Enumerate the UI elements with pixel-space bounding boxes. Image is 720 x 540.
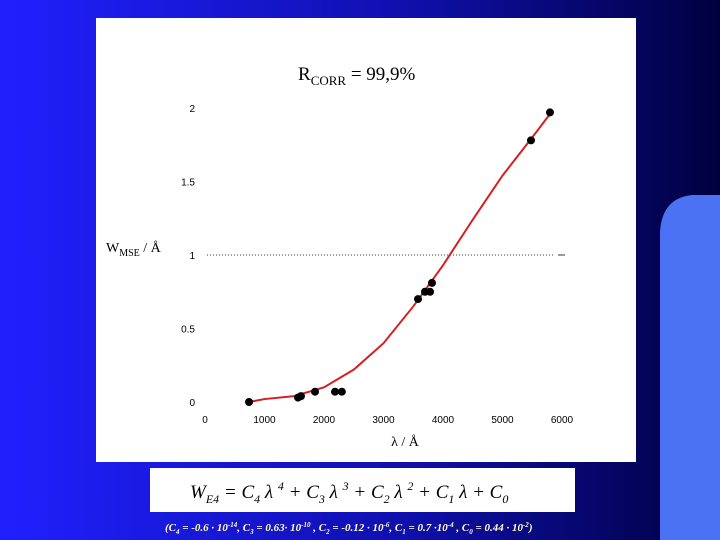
text-part: = C — [219, 482, 254, 503]
text-part: = -0.6 · 10 — [180, 522, 229, 534]
x-tick-label: 0 — [202, 415, 208, 426]
title-sub: CORR — [311, 73, 347, 88]
script-part: -10 — [301, 521, 311, 529]
x-tick-label: 6000 — [551, 415, 574, 426]
data-point — [337, 387, 346, 396]
script-part: -6 — [384, 521, 390, 529]
label-part: W — [106, 241, 120, 256]
data-point — [245, 398, 254, 406]
text-part: = 0.7 ·10 — [406, 522, 449, 534]
data-point — [414, 295, 423, 304]
script-part: 0 — [469, 528, 473, 536]
script-part: 3 — [342, 479, 349, 493]
data-point — [527, 136, 536, 145]
script-part: 3 — [318, 492, 325, 506]
y-axis-label: WMSE / Å — [106, 240, 162, 259]
script-part: -2 — [523, 521, 529, 529]
script-part: 0 — [502, 492, 508, 506]
x-tick-label: 2000 — [313, 415, 336, 426]
text-part: , C — [311, 522, 327, 534]
text-part: λ — [325, 482, 343, 503]
script-part: 2 — [325, 528, 330, 536]
y-tick-label: 2 — [189, 104, 195, 115]
text-part: + C — [284, 482, 319, 503]
text-part: λ + C — [454, 482, 502, 503]
data-point — [296, 392, 305, 401]
text-part: λ — [260, 482, 278, 503]
script-part: 3 — [249, 528, 254, 536]
script-part: 4 — [175, 528, 180, 536]
text-part: = 0.44 · 10 — [473, 522, 524, 534]
x-tick-label: 4000 — [432, 415, 455, 426]
text-part: = -0.12 · 10 — [330, 522, 384, 534]
script-part: -4 — [448, 521, 454, 529]
decor — [660, 195, 720, 540]
script-part: 1 — [402, 528, 406, 536]
text-part: + C — [413, 482, 448, 503]
y-tick-label: 0.5 — [181, 325, 195, 336]
x-axis-label: λ / Å — [391, 434, 420, 450]
data-point — [427, 278, 436, 287]
script-part: E4 — [205, 492, 219, 506]
text-part: + C — [349, 482, 384, 503]
x-tick-label: 3000 — [372, 415, 395, 426]
y-tick-label: 1 — [189, 251, 195, 262]
title-part: = 99,9% — [346, 64, 415, 85]
label-sub: MSE — [119, 248, 140, 259]
text-part: ) — [528, 522, 533, 534]
formula: WE4 = C4 λ 4 + C3 λ 3 + C2 λ 2 + C1 λ + … — [190, 479, 508, 506]
script-part: 1 — [448, 492, 454, 506]
fit-curve — [248, 113, 551, 403]
y-tick-label: 0 — [189, 398, 195, 409]
text-part: W — [190, 482, 208, 503]
chart-panel — [96, 18, 636, 462]
formula-box — [150, 468, 575, 512]
text-part: , C — [388, 522, 403, 534]
script-part: 4 — [278, 479, 284, 493]
label-part: / Å — [140, 240, 162, 256]
x-tick-label: 1000 — [253, 415, 276, 426]
text-part: = 0.63· 10 — [254, 522, 302, 534]
chart-title: RCORR = 99,9% — [298, 64, 416, 88]
data-point — [311, 387, 320, 396]
script-part: -14 — [228, 521, 238, 529]
y-tick-label: 1.5 — [181, 178, 195, 189]
title-part: R — [298, 64, 311, 85]
text-part: , C — [236, 522, 251, 534]
text-part: , C — [454, 522, 470, 534]
script-part: 2 — [384, 492, 390, 506]
x-tick-label: 5000 — [491, 415, 514, 426]
text-part: λ — [390, 482, 408, 503]
data-point — [545, 108, 554, 117]
text-part: (C — [165, 522, 177, 534]
script-part: 2 — [407, 479, 413, 493]
script-part: 4 — [254, 492, 260, 506]
data-point — [331, 387, 340, 396]
data-point — [426, 287, 435, 296]
coefficients: (C4 = -0.6 · 10-14, C3 = 0.63· 10-10 , C… — [165, 521, 532, 536]
